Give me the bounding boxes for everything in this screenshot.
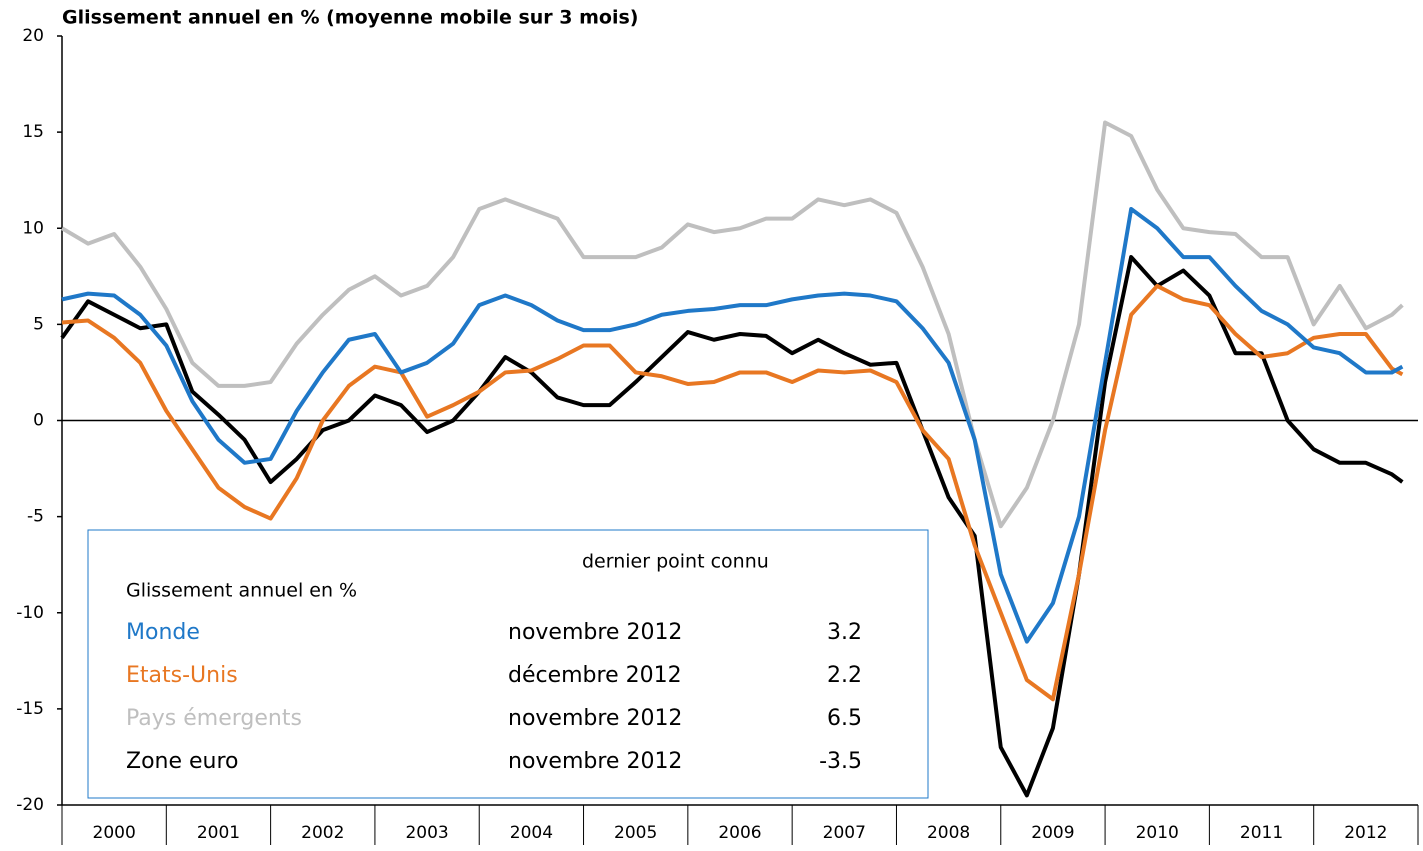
y-tick-label: 15 [22,122,44,142]
y-tick-label: -20 [16,795,44,815]
legend-name: Etats-Unis [126,663,238,688]
legend-title: Glissement annuel en % [126,580,357,602]
legend-value: 3.2 [827,620,862,645]
x-tick-label: 2009 [1031,823,1074,843]
legend-date: novembre 2012 [508,620,682,645]
y-tick-label: 20 [22,26,44,46]
x-tick-label: 2001 [197,823,240,843]
y-tick-label: -10 [16,603,44,623]
x-tick-label: 2010 [1136,823,1179,843]
legend-date: décembre 2012 [508,663,682,688]
x-tick-label: 2011 [1240,823,1283,843]
legend-name: Zone euro [126,749,239,774]
series-line [61,207,1404,644]
y-tick-label: 10 [22,218,44,238]
series-line [60,120,1404,529]
x-tick-label: 2008 [927,823,970,843]
y-tick-label: -15 [16,699,44,719]
x-tick-label: 2003 [405,823,448,843]
series-line [60,255,1404,798]
x-tick-label: 2002 [301,823,344,843]
x-tick-label: 2004 [510,823,553,843]
x-tick-label: 2000 [93,823,136,843]
legend-value: 2.2 [827,663,862,688]
legend-name: Monde [126,620,200,645]
x-tick-label: 2007 [823,823,866,843]
x-tick-label: 2012 [1344,823,1387,843]
legend-value: 6.5 [827,706,862,731]
chart-title: Glissement annuel en % (moyenne mobile s… [62,7,638,29]
y-tick-label: -5 [27,507,44,527]
legend-bg [87,529,929,799]
x-tick-label: 2006 [718,823,761,843]
legend-name: Pays émergents [126,706,302,731]
y-tick-label: 5 [33,314,44,334]
x-tick-label: 2005 [614,823,657,843]
legend-value: -3.5 [819,749,862,774]
legend-date: novembre 2012 [508,749,682,774]
legend-header: dernier point connu [582,551,769,573]
series-line [61,283,1404,702]
legend-date: novembre 2012 [508,706,682,731]
y-tick-label: 0 [33,411,44,431]
